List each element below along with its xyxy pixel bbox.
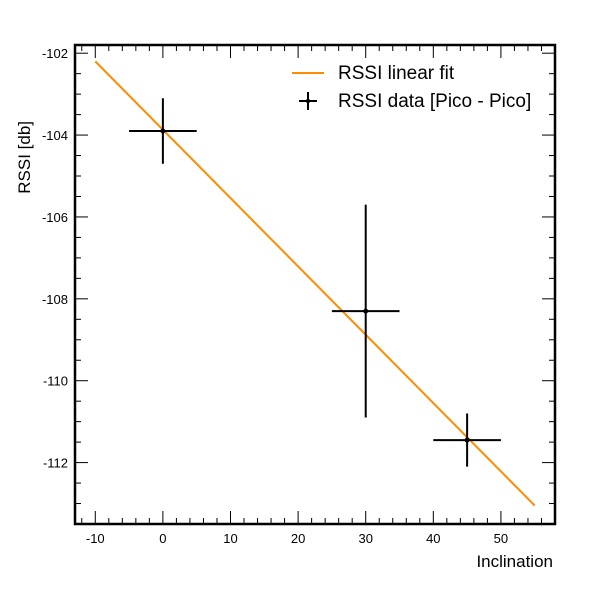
x-tick-label: 30 bbox=[358, 531, 372, 546]
x-tick-label: 0 bbox=[159, 531, 166, 546]
data-point bbox=[433, 413, 501, 467]
y-tick-label: -112 bbox=[43, 456, 68, 471]
data-marker bbox=[464, 437, 470, 443]
plot-frame bbox=[73, 43, 557, 526]
series-layer bbox=[94, 60, 536, 507]
y-tick-label: -110 bbox=[43, 374, 68, 389]
data-marker bbox=[160, 128, 166, 134]
legend-fit-label: RSSI linear fit bbox=[338, 63, 455, 84]
x-tick-label: 40 bbox=[426, 531, 440, 546]
legend: RSSI linear fit RSSI data [Pico - Pico] bbox=[292, 63, 531, 112]
data-point bbox=[331, 204, 400, 418]
y-axis-title: RSSI [db] bbox=[15, 121, 34, 194]
fit-line bbox=[94, 60, 536, 507]
x-tick-label: 10 bbox=[223, 531, 237, 546]
y-tick-label: -104 bbox=[42, 128, 68, 143]
major-ticks bbox=[75, 45, 555, 524]
y-tick-label: -106 bbox=[42, 210, 68, 225]
legend-data-label: RSSI data [Pico - Pico] bbox=[338, 91, 531, 112]
legend-data-swatch bbox=[299, 92, 317, 110]
y-tick-label: -108 bbox=[42, 292, 68, 307]
x-tick-label: 50 bbox=[494, 531, 508, 546]
data-marker bbox=[363, 308, 369, 314]
data-point bbox=[129, 98, 197, 164]
x-tick-label: 20 bbox=[291, 531, 305, 546]
tick-labels: -10 0 10 20 30 40 50 -112 -110 -108 -106 -104 -102 bbox=[42, 46, 508, 546]
x-tick-label: -10 bbox=[86, 531, 105, 546]
x-axis-title: Inclination bbox=[476, 552, 553, 571]
y-tick-label: -102 bbox=[42, 46, 68, 61]
